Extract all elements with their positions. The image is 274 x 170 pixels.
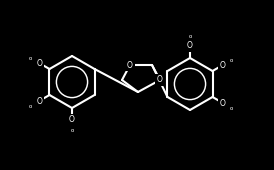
Text: O: O [219, 60, 227, 70]
Text: o: o [230, 106, 233, 110]
Text: O: O [69, 115, 75, 124]
Text: O: O [187, 41, 193, 50]
Text: o: o [229, 104, 235, 113]
Text: O: O [156, 75, 164, 85]
Text: o: o [28, 54, 33, 63]
Text: O: O [68, 115, 76, 125]
Text: O: O [35, 96, 44, 106]
Text: o: o [28, 101, 33, 110]
Text: O: O [219, 98, 227, 108]
Text: o: o [187, 31, 193, 40]
Text: o: o [69, 125, 75, 134]
Text: o: o [70, 128, 74, 132]
Text: O: O [220, 98, 226, 107]
Text: o: o [29, 55, 32, 61]
Text: O: O [127, 61, 133, 70]
Text: O: O [220, 61, 226, 70]
Text: O: O [36, 97, 42, 106]
Text: O: O [185, 41, 194, 51]
Text: o: o [29, 104, 32, 108]
Text: O: O [36, 58, 42, 67]
Text: o: o [229, 55, 235, 64]
Text: O: O [125, 60, 134, 70]
Text: o: o [188, 33, 192, 38]
Text: O: O [35, 58, 44, 68]
Text: o: o [230, 57, 233, 63]
Text: O: O [157, 75, 163, 84]
